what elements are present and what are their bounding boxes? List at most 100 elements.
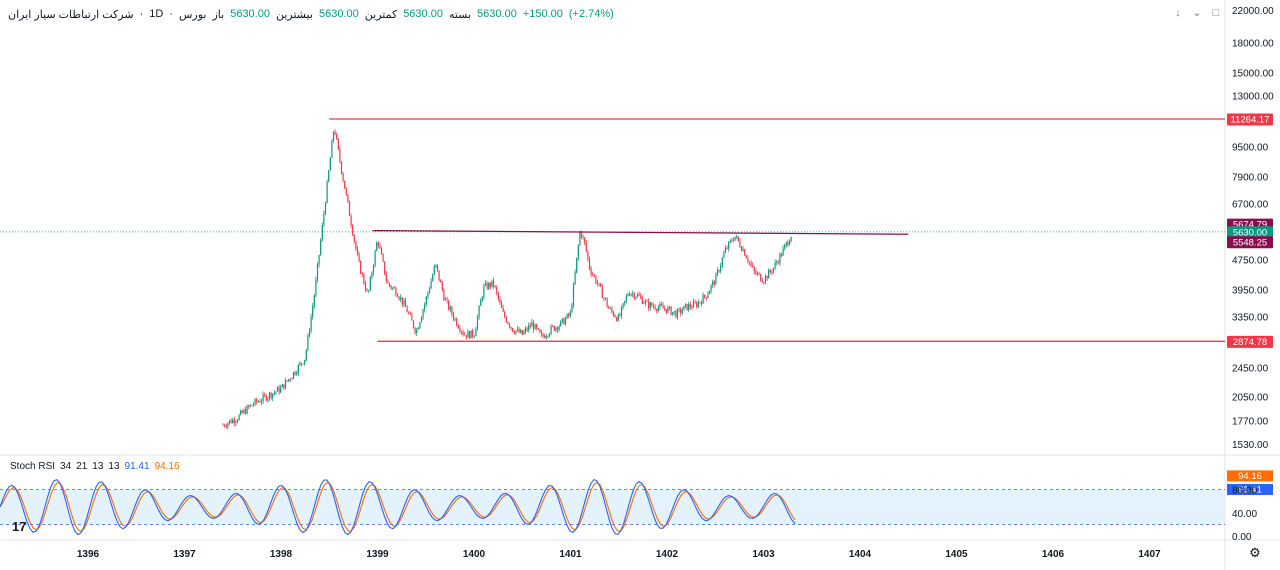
- candle-body: [505, 316, 507, 323]
- candle-body: [313, 295, 315, 307]
- indicator-header[interactable]: Stoch RSI 34 21 13 13 91.41 94.16: [10, 461, 180, 472]
- candle-body: [572, 284, 575, 306]
- time-tick-label: 1401: [559, 549, 582, 560]
- candle-body: [628, 294, 631, 296]
- candle-body: [409, 313, 411, 315]
- axis-layer: 22000.00 18000.00 15000.00 13000.00 9500.00 7…: [77, 6, 1274, 560]
- candle-body: [334, 131, 336, 135]
- candle-body: [592, 274, 594, 276]
- price-tick-label: 15000.00: [1232, 68, 1274, 79]
- candle-body: [764, 275, 767, 283]
- candle-body: [678, 308, 680, 310]
- candle-body: [571, 305, 573, 313]
- candle-body: [464, 334, 466, 336]
- candle-body: [342, 173, 344, 181]
- arrow-down-icon[interactable]: ↓: [1175, 7, 1181, 19]
- trend-line: [372, 229, 909, 235]
- candle-body: [766, 275, 768, 279]
- candle-body: [304, 359, 306, 364]
- stoch-d-line: [0, 481, 796, 533]
- candle-body: [363, 274, 365, 284]
- candle-body: [227, 423, 229, 427]
- candle-body: [529, 325, 531, 327]
- candle-body: [532, 322, 535, 330]
- candle-body: [252, 404, 255, 406]
- candle-body: [387, 280, 389, 284]
- gear-icon[interactable]: ⚙: [1249, 545, 1261, 560]
- price-label: 5674.79: [1233, 220, 1267, 231]
- candle-body: [350, 215, 352, 226]
- candle-body: [568, 314, 570, 316]
- candle-body: [790, 236, 792, 242]
- indicator-k-value: 91.41: [124, 461, 150, 472]
- candle-body: [702, 294, 704, 304]
- maximize-icon[interactable]: □: [1212, 7, 1220, 19]
- header-separator: ·: [139, 8, 144, 20]
- candle-body: [360, 260, 362, 274]
- candle-body: [644, 300, 647, 304]
- candle-body: [521, 330, 523, 335]
- price-tick-label: 18000.00: [1232, 39, 1274, 50]
- candle-body: [512, 328, 514, 332]
- open-label: باز: [212, 8, 225, 21]
- candle-body: [636, 294, 639, 297]
- candle-body: [577, 245, 579, 258]
- stoch-tick-label: 0.00: [1232, 532, 1252, 543]
- time-tick-label: 1400: [463, 549, 486, 560]
- stoch-band-layer: 94.16 91.41: [0, 470, 1273, 536]
- candle-body: [256, 399, 258, 402]
- candle-body: [497, 292, 499, 299]
- candle-body: [520, 330, 522, 333]
- candle-body: [526, 328, 528, 331]
- candle-body: [587, 251, 589, 259]
- candle-body: [513, 331, 515, 334]
- candle-body: [328, 170, 330, 182]
- candle-body: [443, 290, 445, 300]
- candle-body: [774, 262, 776, 268]
- candle-body: [596, 283, 599, 284]
- candle-body: [398, 297, 400, 300]
- candle-body: [643, 303, 645, 305]
- candle-body: [788, 241, 791, 245]
- candle-body: [729, 240, 731, 242]
- candle-body: [441, 282, 443, 291]
- candle-body: [694, 301, 696, 303]
- candle-body: [724, 248, 727, 253]
- candle-body: [707, 294, 709, 298]
- candle-body: [230, 420, 232, 424]
- candle-body: [278, 387, 280, 393]
- candle-body: [228, 420, 231, 424]
- price-tick-label: 1530.00: [1232, 440, 1269, 451]
- candle-body: [768, 270, 770, 279]
- candle-body: [561, 318, 563, 321]
- tradingview-logo[interactable]: 17: [12, 519, 27, 534]
- symbol-name[interactable]: شرکت ارتباطات سیار ایران: [8, 8, 134, 21]
- indicator-param: 13: [108, 461, 120, 472]
- candle-body: [275, 391, 277, 393]
- collapse-icon[interactable]: ⌄: [1192, 7, 1202, 19]
- candle-body: [308, 330, 311, 336]
- candle-body: [676, 309, 679, 318]
- candle-body: [300, 362, 303, 364]
- high-label: بیشترین: [275, 8, 313, 21]
- candle-body: [504, 311, 506, 317]
- time-tick-label: 1397: [173, 549, 196, 560]
- candle-body: [499, 298, 501, 303]
- stoch-d-badge-label: 94.16: [1238, 471, 1262, 482]
- candle-body: [688, 304, 690, 311]
- candle-body: [257, 401, 259, 403]
- interval-label[interactable]: 1D: [149, 8, 164, 20]
- candle-body: [771, 271, 773, 273]
- candle-body: [384, 261, 386, 275]
- indicator-name[interactable]: Stoch RSI: [10, 461, 56, 472]
- candle-body: [246, 405, 248, 414]
- candle-body: [545, 336, 547, 338]
- candle-body: [787, 242, 789, 245]
- candle-body: [609, 308, 611, 310]
- indicator-param: 13: [92, 461, 104, 472]
- candle-body: [590, 268, 592, 275]
- candle-body: [316, 264, 319, 280]
- candle-body: [299, 362, 301, 365]
- candle-body: [769, 270, 771, 272]
